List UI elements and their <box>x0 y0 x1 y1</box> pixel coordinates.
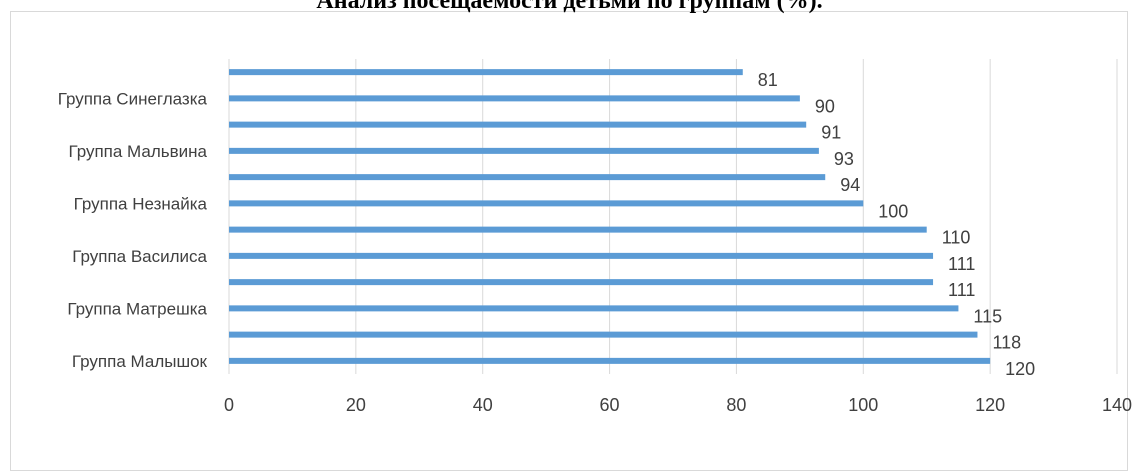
category-label: Группа Матрешка <box>67 299 207 318</box>
x-tick-label: 0 <box>224 395 234 415</box>
data-label: 93 <box>834 149 854 169</box>
bar <box>229 331 978 338</box>
chart-title: Анализ посещаемости детьми по группам (%… <box>316 0 823 14</box>
x-tick-label: 140 <box>1102 395 1132 415</box>
category-label: Группа Малышок <box>72 352 208 371</box>
data-label: 81 <box>758 70 778 90</box>
data-label: 111 <box>948 280 975 300</box>
bar <box>229 147 819 154</box>
bar <box>229 252 934 259</box>
x-tick-label: 120 <box>975 395 1005 415</box>
x-tick-label: 60 <box>600 395 620 415</box>
data-label: 91 <box>821 123 841 143</box>
category-label: Группа Синеглазка <box>58 89 208 108</box>
bar <box>229 121 807 128</box>
bar <box>229 95 800 102</box>
data-label: 94 <box>840 175 860 195</box>
data-label: 115 <box>973 306 1002 326</box>
category-label: Группа Незнайка <box>74 194 208 213</box>
bar <box>229 305 959 312</box>
data-label: 118 <box>992 333 1021 353</box>
bar <box>229 174 826 181</box>
x-tick-label: 20 <box>346 395 366 415</box>
x-tick-label: 80 <box>726 395 746 415</box>
data-label: 111 <box>948 254 975 274</box>
data-label: 110 <box>942 228 971 248</box>
bar <box>229 357 991 364</box>
chart-frame <box>10 11 1128 471</box>
bar <box>229 69 743 76</box>
category-label: Группа Мальвина <box>68 142 207 161</box>
bar <box>229 279 934 286</box>
data-label: 120 <box>1005 359 1035 379</box>
x-tick-label: 100 <box>848 395 878 415</box>
bar <box>229 226 927 233</box>
bar <box>229 200 864 207</box>
x-tick-label: 40 <box>473 395 493 415</box>
data-label: 90 <box>815 96 835 116</box>
data-label: 100 <box>878 201 908 221</box>
category-label: Группа Василиса <box>72 247 207 266</box>
